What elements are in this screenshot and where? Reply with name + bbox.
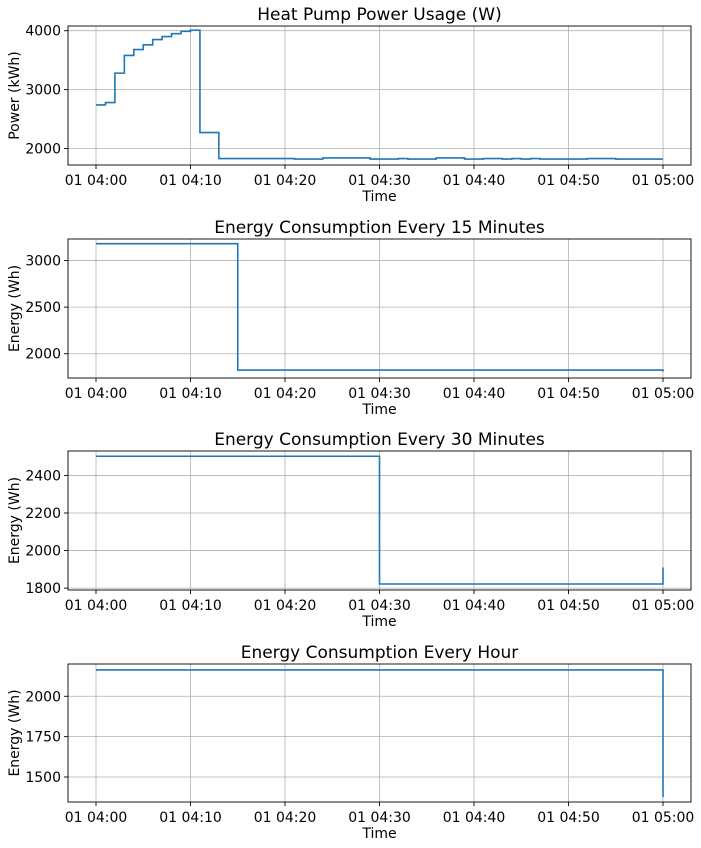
y-tick-label: 1800 — [25, 581, 61, 597]
x-tick-label: 01 04:00 — [65, 386, 128, 402]
x-tick-label: 01 04:50 — [537, 173, 600, 189]
x-tick-label: 01 04:20 — [254, 173, 317, 189]
x-tick-label: 01 04:10 — [159, 810, 222, 826]
x-axis-label: Time — [361, 189, 396, 205]
x-tick-label: 01 05:00 — [632, 810, 695, 826]
x-tick-label: 01 04:10 — [159, 386, 222, 402]
y-tick-label: 2500 — [25, 300, 61, 316]
x-tick-label: 01 04:50 — [537, 386, 600, 402]
y-tick-label: 1750 — [25, 730, 61, 746]
y-tick-label: 2000 — [25, 544, 61, 560]
x-axis-label: Time — [361, 826, 396, 842]
x-tick-label: 01 04:10 — [159, 598, 222, 614]
series-line — [96, 455, 664, 585]
x-tick-label: 01 04:10 — [159, 173, 222, 189]
x-tick-label: 01 04:30 — [348, 386, 411, 402]
x-tick-label: 01 04:40 — [443, 598, 506, 614]
y-tick-label: 2400 — [25, 468, 61, 484]
y-tick-label: 4000 — [25, 24, 61, 40]
x-tick-label: 01 04:50 — [537, 810, 600, 826]
x-tick-label: 01 04:20 — [254, 810, 317, 826]
y-tick-label: 2000 — [25, 142, 61, 158]
x-tick-label: 01 04:30 — [348, 810, 411, 826]
x-tick-label: 01 04:30 — [348, 173, 411, 189]
x-tick-label: 01 04:30 — [348, 598, 411, 614]
y-tick-label: 3000 — [25, 83, 61, 99]
y-tick-label: 2200 — [25, 506, 61, 522]
y-tick-label: 3000 — [25, 253, 61, 269]
y-tick-label: 2000 — [25, 689, 61, 705]
chart-title: Heat Pump Power Usage (W) — [257, 5, 501, 25]
y-axis-label: Energy (Wh) — [7, 689, 23, 776]
x-tick-label: 01 04:40 — [443, 810, 506, 826]
chart-title: Energy Consumption Every Hour — [241, 643, 519, 663]
chart-panel-2: 01 04:00 01 04:10 01 04:20 01 04:30 01 04:40… — [7, 218, 694, 418]
x-tick-label: 01 04:00 — [65, 810, 128, 826]
chart-title: Energy Consumption Every 30 Minutes — [214, 430, 545, 450]
x-tick-label: 01 04:20 — [254, 386, 317, 402]
x-tick-label: 01 05:00 — [632, 386, 695, 402]
x-tick-label: 01 04:00 — [65, 598, 128, 614]
chart-title: Energy Consumption Every 15 Minutes — [214, 218, 545, 238]
y-axis-label: Power (kWh) — [7, 51, 23, 140]
x-tick-label: 01 04:00 — [65, 173, 128, 189]
y-tick-label: 2000 — [25, 347, 61, 363]
y-axis-label: Energy (Wh) — [7, 477, 23, 564]
x-tick-label: 01 05:00 — [632, 173, 695, 189]
chart-panel-1: 01 04:00 01 04:10 01 04:20 01 04:30 01 04:40… — [7, 5, 694, 205]
x-tick-label: 01 05:00 — [632, 598, 695, 614]
series-line — [96, 669, 664, 798]
x-tick-label: 01 04:20 — [254, 598, 317, 614]
x-axis-label: Time — [361, 614, 396, 630]
y-axis-label: Energy (Wh) — [7, 265, 23, 352]
x-tick-label: 01 04:40 — [443, 173, 506, 189]
x-axis-label: Time — [361, 402, 396, 418]
x-tick-label: 01 04:40 — [443, 386, 506, 402]
x-tick-label: 01 04:50 — [537, 598, 600, 614]
series-line — [96, 242, 664, 372]
chart-panel-3: 01 04:00 01 04:10 01 04:20 01 04:30 01 04:40… — [7, 430, 694, 630]
series-line — [96, 29, 663, 160]
chart-panel-4: 01 04:00 01 04:10 01 04:20 01 04:30 01 04:40… — [7, 643, 694, 842]
y-tick-label: 1500 — [25, 770, 61, 786]
